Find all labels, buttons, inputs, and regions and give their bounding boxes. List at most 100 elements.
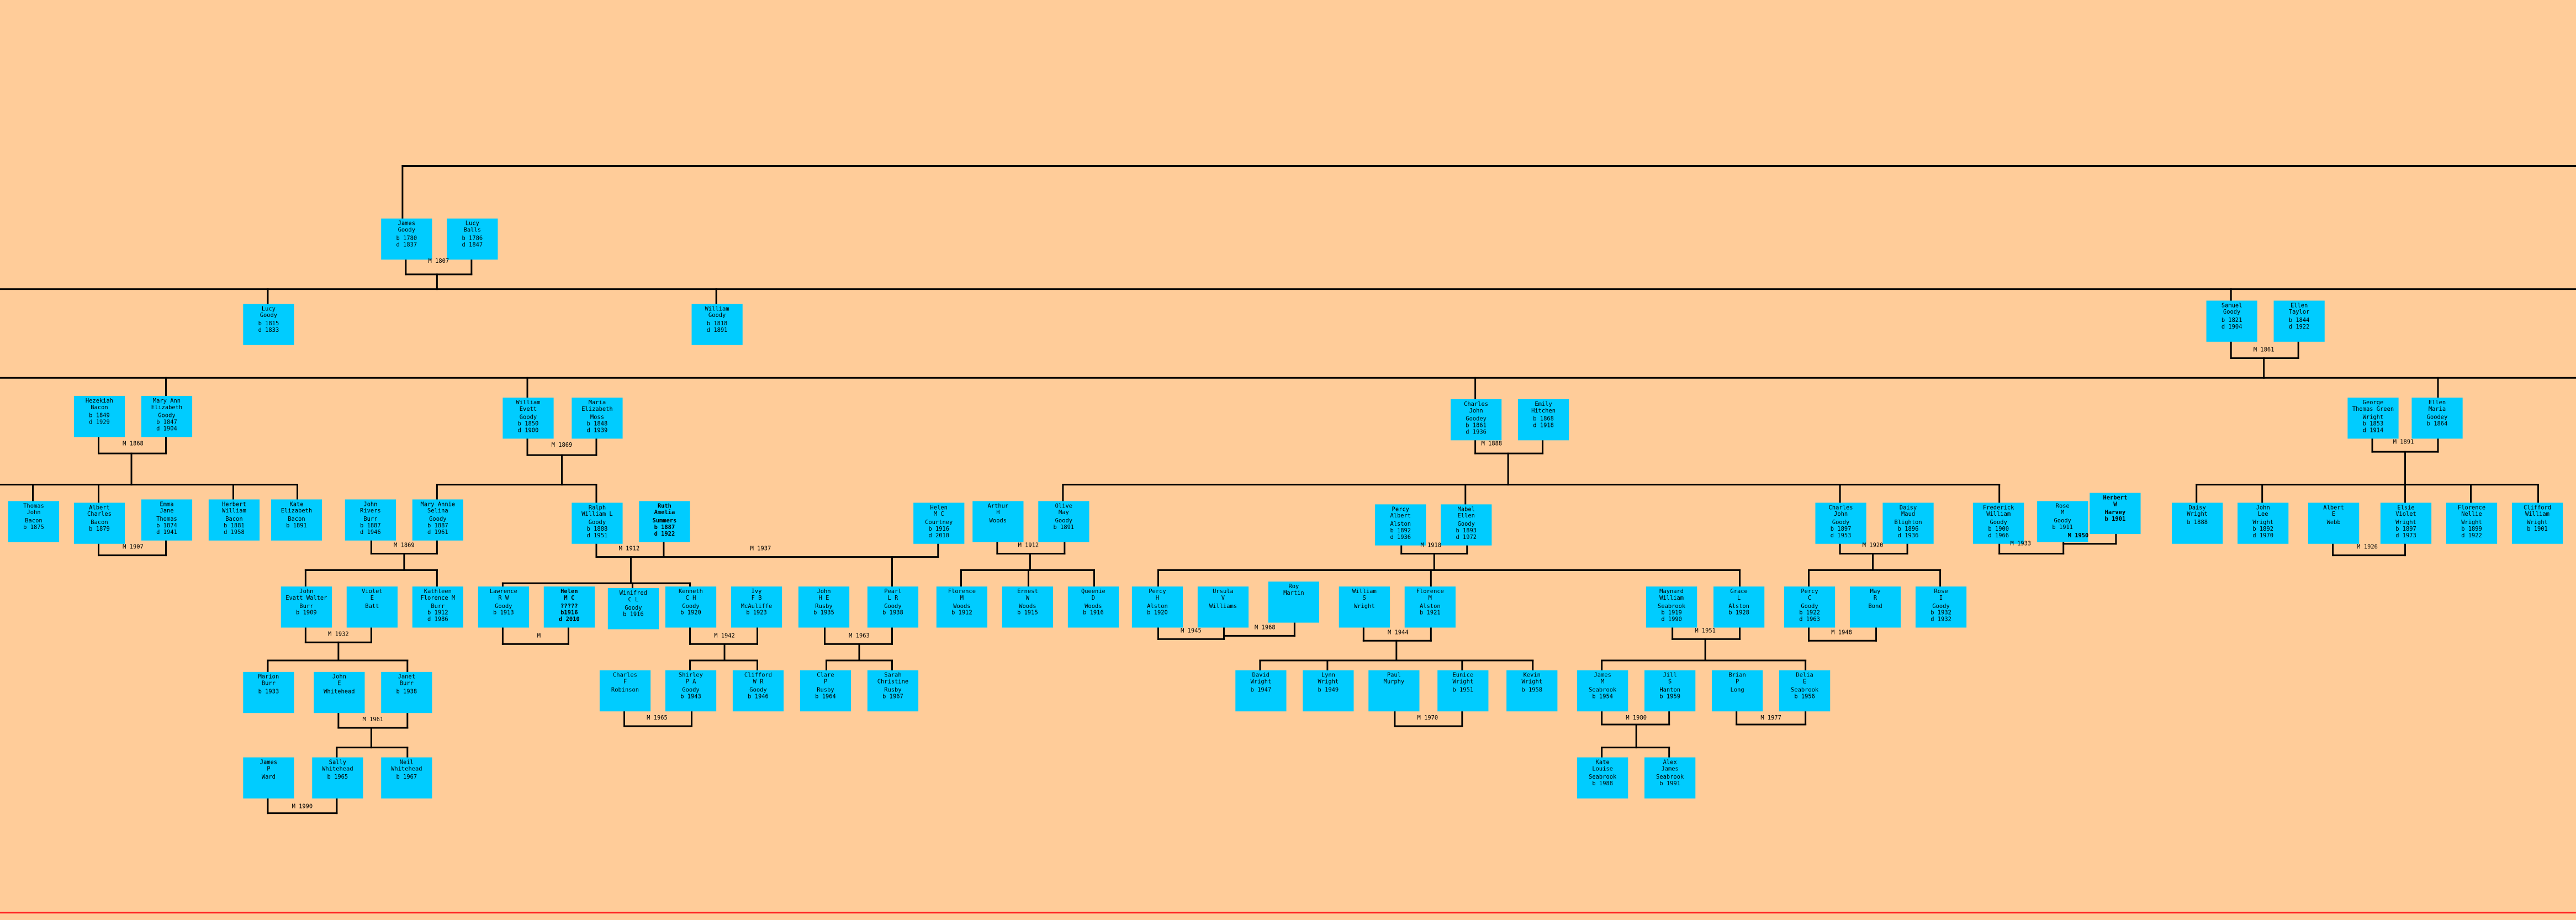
person-card[interactable]: Percy C Goody b 1922 d 1963 bbox=[1784, 586, 1836, 628]
person-card[interactable]: Maria Elizabeth Moss b 1848 d 1939 bbox=[572, 397, 623, 439]
person-card[interactable]: Violet E Batt bbox=[346, 586, 398, 628]
person-card[interactable]: Percy H Alston b 1920 bbox=[1131, 586, 1183, 628]
person-card[interactable]: Ivy F B McAuliffe b 1923 bbox=[731, 586, 782, 628]
person-card[interactable]: Daisy Maud Blighton b 1896 d 1936 bbox=[1882, 503, 1934, 544]
person-card[interactable]: Winifred C L Goody b 1916 bbox=[607, 588, 659, 630]
person-card[interactable]: George Thomas Green Wright b 1853 d 1914 bbox=[2347, 397, 2399, 439]
person-card[interactable]: Shirley P A Goody b 1943 bbox=[665, 670, 717, 712]
marriage-label: M 1891 bbox=[2393, 438, 2414, 446]
person-card[interactable]: Helen M C Courtney b 1916 d 2010 bbox=[913, 503, 965, 544]
marriage-label: M 1933 bbox=[2010, 540, 2032, 547]
person-card[interactable]: Lawrence R W Goody b 1913 bbox=[478, 586, 529, 628]
person-card[interactable]: Kenneth C H Goody b 1920 bbox=[665, 586, 717, 628]
person-card[interactable]: Helen M C ????? b1916 d 2010 bbox=[543, 586, 595, 628]
person-card[interactable]: Clifford W R Goody b 1946 bbox=[732, 670, 784, 712]
person-card[interactable]: Herbert William Bacon b 1881 d 1958 bbox=[208, 499, 260, 541]
marriage-label: M 1944 bbox=[1387, 629, 1409, 636]
person-card[interactable]: Ellen Maria Goodey b 1864 bbox=[2411, 397, 2463, 439]
person-card[interactable]: Samuel Goody b 1821 d 1904 bbox=[2206, 300, 2257, 342]
person-card[interactable]: John Lee Wright b 1892 d 1970 bbox=[2238, 503, 2289, 544]
marriage-label: M 1868 bbox=[123, 440, 144, 447]
person-card[interactable]: Paul Murphy bbox=[1368, 670, 1420, 712]
person-card[interactable]: Herbert W Harvey b 1901 bbox=[2090, 493, 2141, 534]
person-card[interactable]: Jill S Hanton b 1959 bbox=[1644, 670, 1696, 712]
person-card[interactable]: Emily Hitchen b 1868 d 1918 bbox=[1517, 399, 1569, 441]
person-card[interactable]: John H E Rusby b 1935 bbox=[798, 586, 850, 628]
person-card[interactable]: John Rivers Burr b 1887 d 1946 bbox=[345, 499, 396, 541]
marriage-label: M 1961 bbox=[362, 716, 384, 723]
person-card[interactable]: Florence Nellie Wright b 1899 d 1922 bbox=[2446, 503, 2498, 544]
marriage-label: M 1926 bbox=[2357, 543, 2378, 551]
person-card[interactable]: Clifford William Wright b 1901 bbox=[2511, 503, 2563, 544]
person-card[interactable]: Frederick William Goody b 1900 d 1966 bbox=[1973, 503, 2024, 544]
person-card[interactable]: Mabel Ellen Goody b 1893 d 1972 bbox=[1441, 504, 1492, 546]
person-card[interactable]: Maynard William Seabrook b 1919 d 1990 bbox=[1646, 586, 1697, 628]
person-card[interactable]: Eunice Wright b 1951 bbox=[1437, 670, 1489, 712]
person-card[interactable]: Rose I Goody b 1932 d 1932 bbox=[1915, 586, 1967, 628]
person-card[interactable]: Neil Whitehead b 1967 bbox=[381, 757, 432, 799]
person-card[interactable]: Ursula V Williams bbox=[1197, 586, 1249, 628]
person-card[interactable]: Mary Annie Selina Goody b 1887 d 1961 bbox=[412, 499, 463, 541]
marriage-label: M 1932 bbox=[328, 631, 349, 638]
person-card[interactable]: James Goody b 1780 d 1837 bbox=[381, 218, 432, 260]
person-card[interactable]: James M Seabrook b 1954 bbox=[1577, 670, 1628, 712]
marriage-label: M 1977 bbox=[1760, 715, 1781, 722]
person-card[interactable]: May R Bond bbox=[1849, 586, 1901, 628]
person-card[interactable]: Lynn Wright b 1949 bbox=[1303, 670, 1354, 712]
person-card[interactable]: Sarah Christine Rusby b 1967 bbox=[867, 670, 919, 712]
person-card[interactable]: Hezekiah Bacon b 1849 d 1929 bbox=[73, 395, 125, 437]
marriage-label: M 1980 bbox=[1626, 715, 1647, 722]
person-card[interactable]: Queenie D Woods b 1916 bbox=[1067, 586, 1119, 628]
person-card[interactable]: Florence M Alston b 1921 bbox=[1404, 586, 1456, 628]
marriage-label: M 1807 bbox=[428, 258, 449, 265]
marriage-label: M 1945 bbox=[1181, 627, 1202, 635]
person-card[interactable]: Arthur H Woods bbox=[972, 501, 1024, 542]
person-card[interactable]: Albert Charles Bacon b 1879 bbox=[73, 503, 125, 544]
person-card[interactable]: Marion Burr b 1933 bbox=[243, 672, 294, 713]
marriage-label: M 1918 bbox=[1420, 542, 1442, 549]
person-card[interactable]: William S Wright bbox=[1339, 586, 1390, 628]
person-card[interactable]: Ruth Amelia Summers b 1887 d 1922 bbox=[639, 501, 690, 542]
person-card[interactable]: Sally Whitehead b 1965 bbox=[312, 757, 363, 799]
person-card[interactable]: Olive May Goody b 1891 bbox=[1038, 501, 1089, 542]
person-card[interactable]: Charles John Goody b 1897 d 1953 bbox=[1815, 503, 1866, 544]
person-card[interactable]: Ralph William L Goody b 1888 d 1951 bbox=[572, 503, 623, 544]
person-card[interactable]: Kevin Wright b 1958 bbox=[1506, 670, 1558, 712]
person-card[interactable]: Thomas John Bacon b 1875 bbox=[8, 501, 60, 542]
person-card[interactable]: Florence M Woods b 1912 bbox=[936, 586, 988, 628]
marriage-label: M 1912 bbox=[1018, 542, 1039, 549]
person-card[interactable]: Pearl L R Goody b 1938 bbox=[867, 586, 919, 628]
person-card[interactable]: Charles John Goodey b 1861 d 1936 bbox=[1451, 399, 1502, 441]
person-card[interactable]: Roy Martin bbox=[1268, 581, 1320, 623]
person-card[interactable]: William Evett Goody b 1850 d 1900 bbox=[502, 397, 554, 439]
person-card[interactable]: John E Whitehead bbox=[314, 672, 365, 713]
person-card[interactable]: Ellen Taylor b 1844 d 1922 bbox=[2273, 300, 2325, 342]
person-card[interactable]: Albert E Webb bbox=[2308, 503, 2360, 544]
person-card[interactable]: Rose M Goody b 1911 bbox=[2037, 501, 2088, 542]
person-card[interactable]: Lucy Balls b 1786 d 1847 bbox=[447, 218, 498, 260]
person-card[interactable]: Charles F Robinson bbox=[599, 670, 651, 712]
person-card[interactable]: Emma Jane Thomas b 1874 d 1941 bbox=[141, 499, 193, 541]
marriage-label: M 1869 bbox=[394, 542, 415, 549]
person-card[interactable]: Alex James Seabrook b 1991 bbox=[1644, 757, 1696, 799]
person-card[interactable]: Elsie Violet Wright b 1897 d 1973 bbox=[2380, 503, 2432, 544]
marriage-label: M 1912 bbox=[618, 545, 640, 552]
person-card[interactable]: Clare P Rusby b 1964 bbox=[800, 670, 851, 712]
person-card[interactable]: Grace L Alston b 1928 bbox=[1713, 586, 1765, 628]
person-card[interactable]: John Evatt Walter Burr b 1909 bbox=[281, 586, 332, 628]
person-card[interactable]: Daisy Wright b 1888 bbox=[2172, 503, 2223, 544]
person-card[interactable]: Percy Albert Alston b 1892 d 1936 bbox=[1375, 504, 1426, 546]
person-card[interactable]: Kate Louise Seabrook b 1988 bbox=[1577, 757, 1628, 799]
person-card[interactable]: James P Ward bbox=[243, 757, 294, 799]
person-card[interactable]: Mary Ann Elizabeth Goody b 1847 d 1904 bbox=[141, 395, 193, 437]
person-card[interactable]: Brian P Long bbox=[1712, 670, 1763, 712]
person-card[interactable]: William Goody b 1818 d 1891 bbox=[691, 304, 743, 345]
person-card[interactable]: Ernest W Woods b 1915 bbox=[1002, 586, 1054, 628]
person-card[interactable]: David Wright b 1947 bbox=[1235, 670, 1287, 712]
person-card[interactable]: Janet Burr b 1938 bbox=[381, 672, 432, 713]
person-card[interactable]: Delia E Seabrook b 1956 bbox=[1779, 670, 1831, 712]
person-card[interactable]: Kathleen Florence M Burr b 1912 d 1986 bbox=[412, 586, 463, 628]
person-card[interactable]: Lucy Goody b 1815 d 1833 bbox=[243, 304, 294, 345]
person-card[interactable]: Kate Elizabeth Bacon b 1891 bbox=[271, 499, 322, 541]
